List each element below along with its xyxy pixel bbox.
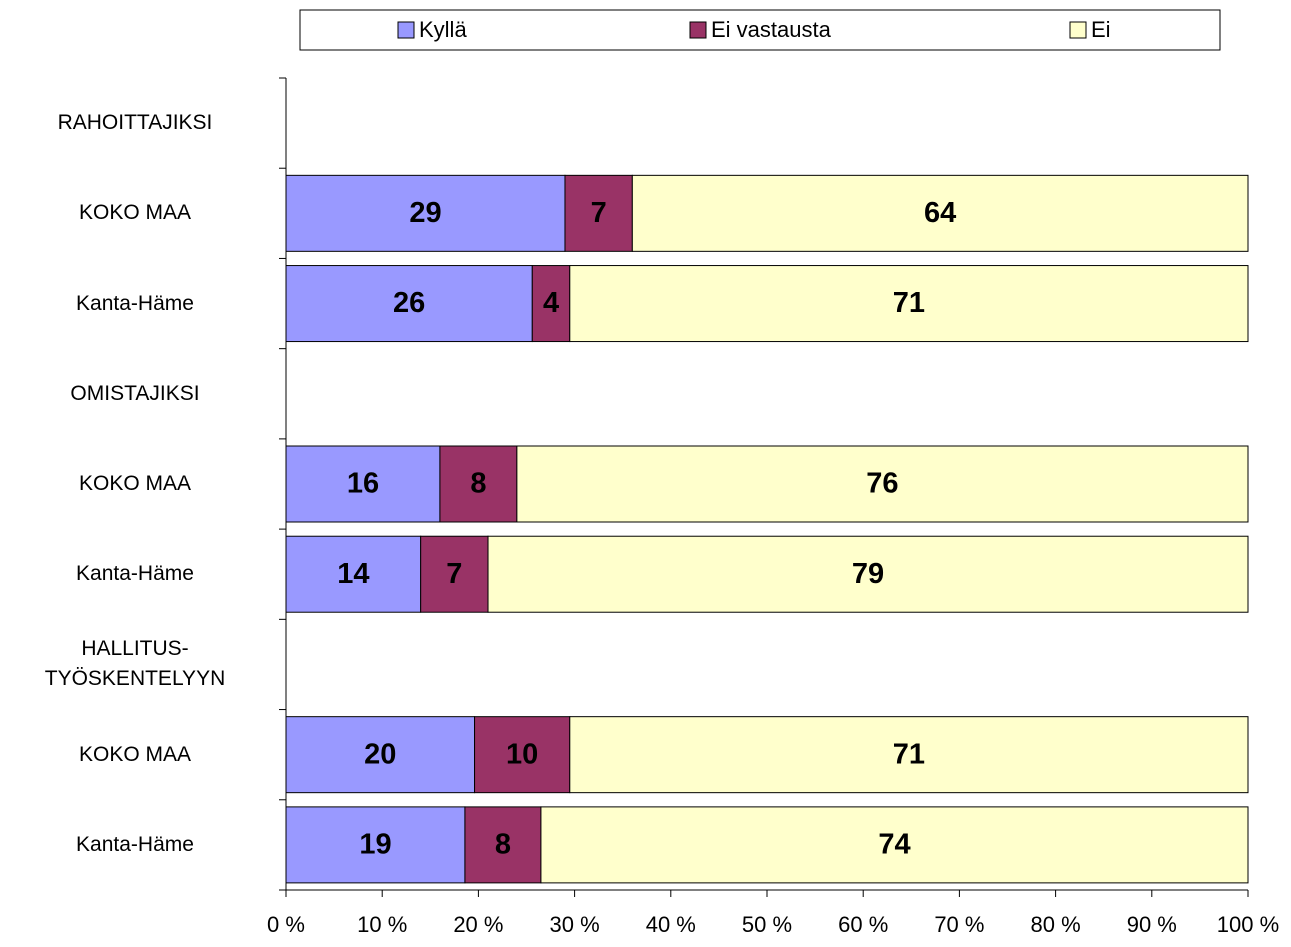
y-tick-label: KOKO MAA: [78, 742, 192, 766]
x-tick-label: 60 %: [838, 912, 888, 937]
x-tick-label: 100 %: [1217, 912, 1279, 937]
value-label: 8: [470, 468, 486, 500]
x-tick-label: 0 %: [267, 912, 305, 937]
y-tick-label: Kanta-Häme: [76, 291, 194, 315]
value-label: 4: [543, 287, 559, 319]
bar-segment: [285, 265, 533, 343]
legend-label: Ei: [1091, 17, 1111, 42]
value-label: 26: [393, 287, 425, 319]
legend-marker: [397, 21, 415, 39]
value-label: 14: [337, 558, 369, 590]
value-label: 64: [924, 197, 956, 229]
legend-label: Ei vastausta: [711, 17, 832, 42]
y-tick-label: Kanta-Häme: [76, 832, 194, 856]
bar-segment: [285, 445, 441, 523]
bar-segment: [569, 265, 1249, 343]
y-tick-label: KOKO MAA: [78, 472, 192, 495]
value-label: 29: [409, 197, 441, 229]
bar-segment: [487, 535, 1249, 613]
x-tick-label: 10 %: [357, 912, 407, 937]
bar-segment: [464, 806, 542, 884]
value-label: 7: [591, 197, 607, 229]
bar-segment: [285, 174, 566, 252]
x-tick-label: 50 %: [742, 912, 792, 937]
value-label: 16: [347, 468, 379, 500]
value-label: 76: [866, 468, 898, 500]
value-label: 71: [893, 287, 925, 319]
value-label: 19: [359, 829, 391, 861]
y-tick-label: RAHOITTAJIKSI: [57, 111, 213, 135]
value-label: 79: [852, 558, 884, 590]
y-tick-label: KOKO MAA: [78, 201, 192, 225]
bar-segment: [285, 535, 422, 613]
legend-label: Kyllä: [419, 17, 467, 42]
bar-segment: [516, 445, 1249, 523]
bar-segment: [285, 806, 466, 884]
legend-box: [299, 9, 1221, 51]
value-label: 10: [506, 738, 538, 770]
bar-segment: [540, 806, 1249, 884]
x-tick-label: 90 %: [1127, 912, 1177, 937]
bar-segment: [631, 174, 1249, 252]
value-label: 74: [878, 829, 910, 861]
value-label: 7: [446, 558, 462, 590]
y-tick-label: HALLITUS- TYÖSKENTELYYN: [44, 637, 226, 691]
value-label: 20: [364, 738, 396, 770]
bar-segment: [569, 716, 1249, 794]
legend-marker: [689, 21, 707, 39]
x-tick-label: 40 %: [646, 912, 696, 937]
y-tick-label: Kanta-Häme: [76, 562, 194, 586]
x-tick-label: 70 %: [934, 912, 984, 937]
value-label: 71: [893, 738, 925, 770]
x-tick-label: 20 %: [453, 912, 503, 937]
value-label: 8: [495, 829, 511, 861]
bar-segment: [474, 716, 571, 794]
legend-marker: [1069, 21, 1087, 39]
x-tick-label: 80 %: [1031, 912, 1081, 937]
bar-segment: [564, 174, 633, 252]
bar-segment: [420, 535, 489, 613]
x-tick-label: 30 %: [550, 912, 600, 937]
y-tick-label: OMISTAJIKSI: [70, 381, 200, 405]
